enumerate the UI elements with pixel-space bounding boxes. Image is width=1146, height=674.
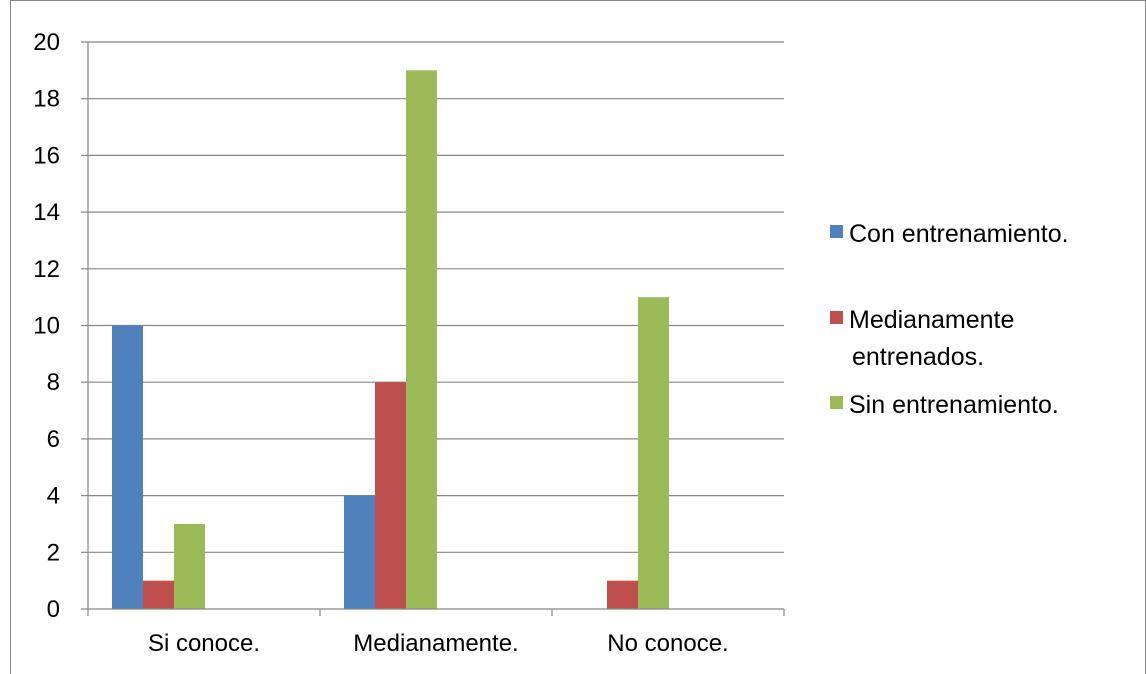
bar: [375, 382, 406, 609]
y-tick-labels: 0 2 4 6 8 10 12 14 16 18 20: [33, 29, 60, 623]
y-tick-label: 12: [33, 256, 60, 283]
legend-label: entrenados.: [852, 343, 984, 371]
y-tick-label: 0: [47, 596, 60, 623]
y-tick-label: 2: [47, 539, 60, 566]
legend-label: Con entrenamiento.: [849, 220, 1069, 248]
x-tick-label: Si conoce.: [148, 630, 260, 657]
y-tick-label: 20: [33, 29, 60, 56]
legend-swatch: [830, 225, 843, 238]
bar: [174, 523, 205, 609]
y-tick-label: 10: [33, 313, 60, 340]
x-tick-label: No conoce.: [607, 630, 728, 657]
legend-label: Medianamente: [849, 306, 1014, 334]
y-tick-label: 6: [47, 426, 60, 453]
y-tick-label: 4: [47, 483, 60, 510]
legend-swatch: [830, 311, 843, 324]
y-tick-label: 8: [47, 369, 60, 396]
axes: [81, 41, 785, 616]
y-tick-label: 16: [33, 142, 60, 169]
y-tick-label: 18: [33, 86, 60, 113]
bar: [638, 297, 669, 609]
legend-swatch: [830, 396, 843, 409]
y-tick-label: 14: [33, 199, 60, 226]
bar: [406, 70, 437, 610]
legend-label: Sin entrenamiento.: [849, 391, 1059, 419]
x-tick-label: Medianamente.: [353, 630, 518, 657]
bar: [143, 580, 174, 609]
bars: [112, 70, 669, 610]
legend: Con entrenamiento. Medianamente entrenados…: [830, 220, 1069, 419]
bar: [112, 325, 143, 609]
bar: [607, 580, 638, 609]
x-tick-labels: Si conoce. Medianamente. No conoce.: [148, 630, 729, 657]
bar: [344, 495, 375, 609]
